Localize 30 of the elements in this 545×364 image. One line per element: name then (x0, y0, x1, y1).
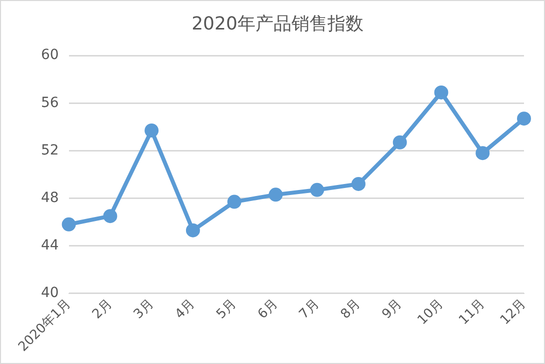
x-tick-label: 10月 (414, 296, 446, 328)
y-tick-label: 60 (40, 47, 59, 64)
point (392, 135, 407, 150)
point (62, 217, 76, 232)
point (103, 209, 118, 224)
y-tick-label: 56 (40, 94, 59, 111)
y-tick-label: 40 (40, 284, 59, 301)
point (476, 146, 490, 160)
x-tick-label: 5月 (214, 296, 240, 322)
point (144, 123, 159, 138)
point (310, 182, 324, 197)
y-tick-label: 48 (40, 190, 59, 206)
point (434, 85, 448, 100)
x-tick-label: 6月 (255, 296, 281, 322)
chart-title: 2020年产品销售指数 (192, 13, 364, 34)
point (351, 176, 366, 191)
x-tick-label: 9月 (379, 296, 406, 322)
x-tick-label: 7月 (296, 296, 322, 322)
x-tick-label: 8月 (338, 296, 364, 322)
x-tick-label: 4月 (172, 296, 198, 322)
x-tick-label: 12月 (498, 296, 530, 328)
point (268, 188, 283, 202)
y-tick-label: 44 (40, 237, 59, 254)
point (517, 112, 531, 126)
x-tick-label: 11月 (456, 296, 488, 328)
x-tick-label: 2月 (90, 296, 116, 322)
point (227, 194, 242, 209)
point (186, 223, 200, 238)
y-tick-label: 52 (40, 142, 59, 158)
x-tick-label: 3月 (131, 296, 157, 322)
